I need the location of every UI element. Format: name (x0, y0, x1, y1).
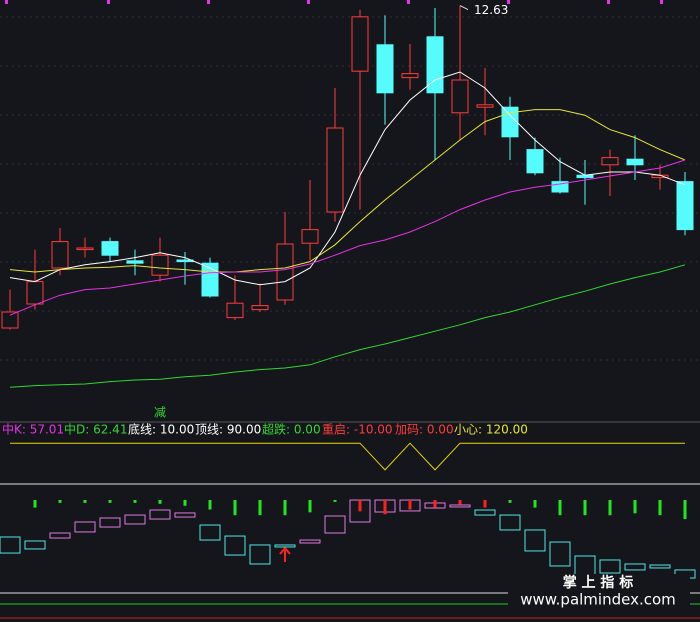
high-leader (459, 5, 469, 11)
time-marker (207, 0, 210, 4)
buy-arrow (279, 546, 291, 562)
watermark-title: 掌 上 指 标 (563, 574, 634, 591)
signal-box (299, 539, 321, 544)
candle-body (326, 127, 344, 213)
candle-body (451, 79, 469, 114)
signal-box (499, 514, 521, 531)
indicator-value: 小心: 120.00 (454, 423, 528, 437)
candle-body (601, 157, 619, 166)
candle-body (476, 104, 494, 108)
candle-body (51, 241, 69, 269)
signal-box (324, 515, 346, 534)
candle-body (1, 311, 19, 329)
signal-box (199, 524, 221, 541)
candle-body (276, 243, 294, 301)
indicator-value: 加码: 0.00 (395, 423, 454, 437)
signal-box (74, 521, 96, 533)
signal-box (624, 563, 646, 571)
candle-body (626, 158, 644, 166)
signal-box (24, 540, 46, 550)
candle-body (151, 254, 169, 276)
signal-box (599, 559, 621, 574)
ma-line (9, 109, 686, 273)
candle-body (526, 149, 544, 174)
signal-box (149, 509, 171, 520)
signal-box (99, 517, 121, 528)
indicator-value: 底线: 10.00 (128, 422, 194, 437)
time-marker (607, 0, 610, 4)
signal-box (124, 514, 146, 525)
signal-box (449, 504, 471, 508)
signal-box (224, 535, 246, 556)
candle-body (226, 302, 244, 319)
time-marker (660, 0, 663, 4)
high-label: 12.63 (474, 3, 508, 17)
watermark-url: www.palmindex.com (520, 591, 676, 609)
indicator-value: 中D: 62.41 (64, 422, 127, 437)
candle-body (376, 44, 394, 94)
time-marker (5, 0, 8, 4)
oscillator-line (10, 442, 685, 471)
indicator-value: 顶线: 90.00 (195, 423, 261, 437)
candle-body (351, 16, 369, 72)
signal-box (249, 544, 271, 565)
time-marker (307, 0, 310, 4)
signal-box (274, 544, 296, 548)
signal-box (49, 532, 71, 539)
ma-line (9, 71, 686, 286)
candle-body (26, 281, 44, 305)
candle-body (76, 247, 94, 251)
candle-body (126, 260, 144, 264)
signal-box (0, 536, 21, 554)
signal-box (524, 529, 546, 552)
time-marker (507, 0, 510, 4)
ma-line (9, 264, 686, 388)
signal-box (649, 564, 671, 569)
signal-box (474, 509, 496, 516)
time-marker (407, 0, 410, 4)
signal-box (174, 512, 196, 518)
ma-line (9, 159, 686, 316)
candle-body (251, 305, 269, 311)
candle-body (551, 181, 569, 193)
indicator-value: 中K: 57.01 (2, 422, 64, 437)
candle-body (101, 241, 119, 256)
time-marker (107, 0, 110, 4)
grid (0, 16, 700, 361)
indicator-value: 重启: -10.00 (322, 423, 393, 437)
signal-text: 减 (154, 406, 166, 420)
candle-body (676, 181, 694, 231)
watermark-bg (508, 574, 690, 610)
candle-body (401, 73, 419, 79)
indicator-value: 超跌: 0.00 (262, 422, 321, 437)
signal-box (549, 541, 571, 567)
candle-body (301, 229, 319, 244)
